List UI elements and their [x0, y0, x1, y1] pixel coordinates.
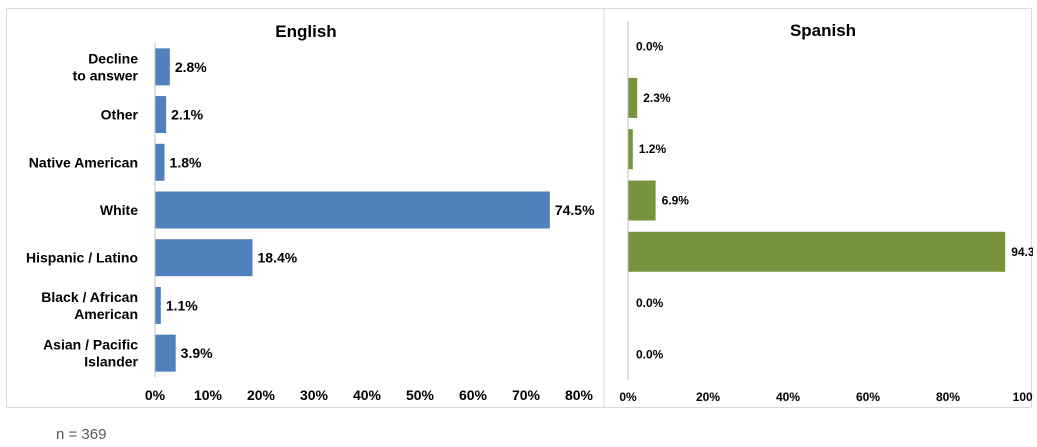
english-x-tick-label: 50%: [406, 387, 435, 403]
spanish-data-label: 1.2%: [639, 142, 667, 156]
english-x-tick-label: 40%: [353, 387, 382, 403]
spanish-bar: [628, 77, 638, 118]
spanish-x-tick-label: 0%: [619, 390, 637, 404]
category-label: Decline to answer: [73, 50, 139, 83]
english-bar: [155, 334, 176, 372]
english-data-label: 1.1%: [166, 297, 198, 313]
spanish-x-tick-label: 100%: [1013, 390, 1033, 404]
english-x-tick-label: 30%: [300, 387, 329, 403]
english-bar: [155, 239, 253, 277]
english-x-tick-label: 20%: [247, 387, 276, 403]
spanish-data-label: 94.3%: [1011, 245, 1033, 259]
spanish-data-label: 0.0%: [636, 40, 664, 54]
english-data-label: 18.4%: [258, 250, 298, 266]
spanish-data-label: 0.0%: [636, 296, 664, 310]
english-data-label: 2.8%: [175, 59, 207, 75]
english-data-label: 1.8%: [170, 154, 202, 170]
category-label: Hispanic / Latino: [26, 250, 138, 266]
english-bar: [155, 96, 167, 134]
english-data-labels: 2.8% 2.1% 1.8% 74.5% 18.4% 1.1% 3.9%: [166, 59, 595, 361]
category-label: Native American: [29, 154, 138, 170]
sample-size-note: n = 369: [56, 426, 107, 443]
spanish-chart-title: Spanish: [790, 21, 856, 40]
spanish-bar: [628, 231, 1006, 272]
spanish-x-ticks: 0% 20% 40% 60% 80% 100%: [619, 21, 1033, 404]
spanish-x-tick-label: 60%: [856, 390, 880, 404]
english-bar: [155, 286, 161, 324]
english-x-tick-label: 10%: [194, 387, 223, 403]
category-label: White: [100, 202, 138, 218]
spanish-x-tick-label: 40%: [776, 390, 800, 404]
spanish-x-tick-label: 80%: [936, 390, 960, 404]
category-label: Black / African American: [41, 289, 138, 322]
english-category-labels: Decline to answer Other Native American Whit…: [26, 50, 139, 369]
spanish-bar: [628, 180, 656, 221]
spanish-data-label: 0.0%: [636, 347, 664, 361]
english-bars: [155, 48, 550, 372]
english-bar: [155, 48, 170, 86]
spanish-data-labels: 0.0% 2.3% 1.2% 6.9% 94.3% 0.0% 0.0%: [636, 40, 1033, 362]
category-label: Other: [101, 107, 139, 123]
english-data-label: 3.9%: [181, 345, 213, 361]
spanish-bar: [628, 129, 633, 170]
english-data-label: 2.1%: [171, 107, 203, 123]
spanish-bars: [628, 77, 1006, 272]
english-x-tick-label: 70%: [512, 387, 541, 403]
spanish-x-tick-label: 20%: [696, 390, 720, 404]
english-x-tick-label: 0%: [145, 387, 166, 403]
category-label: Asian / Pacific Islander: [43, 337, 138, 370]
chart-svg: English Spanish Decline to answer Other Nat…: [26, 9, 1033, 409]
english-data-label: 74.5%: [555, 202, 595, 218]
english-bar: [155, 191, 550, 229]
english-x-tick-label: 60%: [459, 387, 488, 403]
spanish-data-label: 6.9%: [662, 194, 690, 208]
spanish-data-label: 2.3%: [643, 91, 671, 105]
english-x-tick-label: 80%: [565, 387, 594, 403]
english-x-ticks: 0% 10% 20% 30% 40% 50% 60% 70% 80%: [145, 43, 594, 403]
english-bar: [155, 143, 165, 181]
chart-area: English Spanish Decline to answer Other Nat…: [6, 8, 1033, 409]
english-chart-title: English: [275, 22, 336, 41]
